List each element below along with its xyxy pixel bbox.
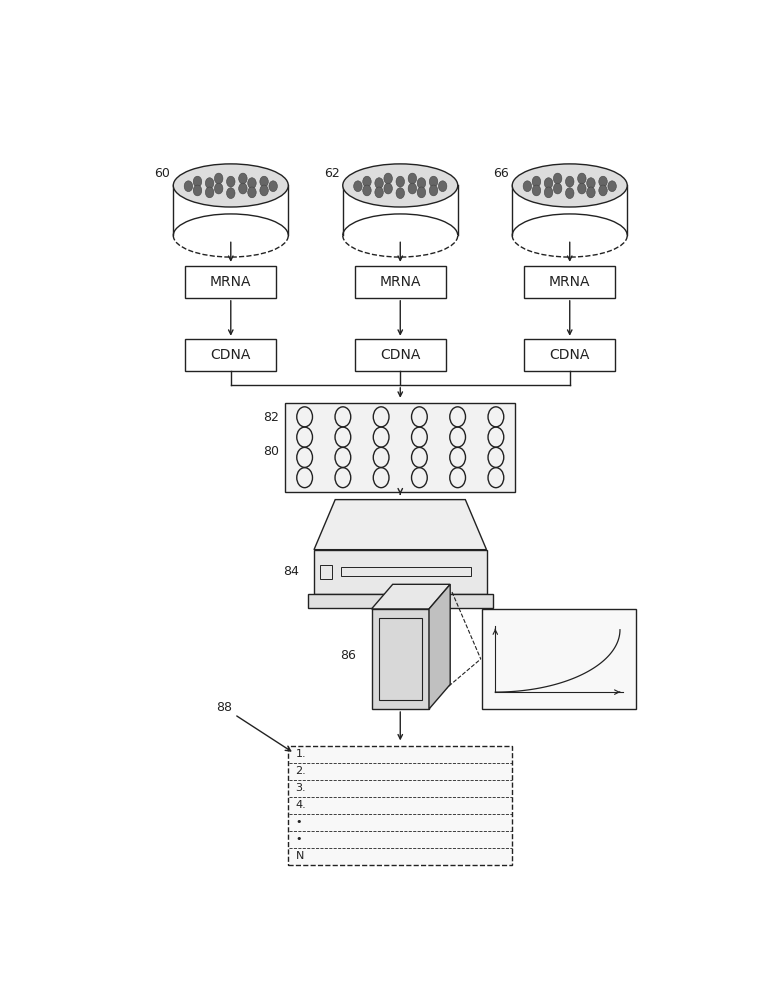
Text: MRNA: MRNA: [380, 275, 421, 289]
Polygon shape: [429, 584, 450, 709]
Ellipse shape: [239, 173, 247, 184]
FancyBboxPatch shape: [285, 403, 515, 492]
Ellipse shape: [599, 185, 608, 196]
Ellipse shape: [375, 178, 383, 189]
Ellipse shape: [532, 185, 540, 196]
Ellipse shape: [408, 173, 416, 184]
Text: •: •: [295, 834, 302, 844]
Text: 3.: 3.: [295, 783, 306, 793]
Ellipse shape: [532, 176, 540, 187]
Ellipse shape: [343, 164, 458, 207]
Text: 84: 84: [283, 565, 299, 578]
Ellipse shape: [362, 185, 371, 196]
Ellipse shape: [362, 176, 371, 187]
Ellipse shape: [375, 187, 383, 198]
Ellipse shape: [173, 164, 288, 207]
Ellipse shape: [578, 173, 586, 184]
Ellipse shape: [587, 178, 595, 189]
Text: 4.: 4.: [295, 800, 306, 810]
Ellipse shape: [248, 187, 256, 198]
Text: 60: 60: [155, 167, 170, 180]
Ellipse shape: [523, 181, 532, 192]
Ellipse shape: [193, 185, 201, 196]
Ellipse shape: [396, 188, 405, 199]
Ellipse shape: [384, 173, 392, 184]
Ellipse shape: [599, 176, 608, 187]
Text: N: N: [295, 851, 304, 861]
Ellipse shape: [565, 176, 574, 187]
Ellipse shape: [226, 188, 235, 199]
Text: MRNA: MRNA: [549, 275, 590, 289]
Text: 2.: 2.: [295, 766, 306, 776]
Ellipse shape: [554, 183, 562, 194]
Ellipse shape: [215, 183, 223, 194]
Ellipse shape: [384, 183, 392, 194]
Text: 66: 66: [494, 167, 509, 180]
Text: CDNA: CDNA: [380, 348, 420, 362]
Ellipse shape: [608, 181, 616, 192]
FancyBboxPatch shape: [482, 609, 637, 709]
Ellipse shape: [396, 176, 405, 187]
Ellipse shape: [408, 183, 416, 194]
Ellipse shape: [205, 178, 214, 189]
Ellipse shape: [438, 181, 447, 192]
Text: CDNA: CDNA: [211, 348, 251, 362]
Polygon shape: [372, 584, 450, 609]
Ellipse shape: [226, 176, 235, 187]
Ellipse shape: [193, 176, 201, 187]
Ellipse shape: [215, 173, 223, 184]
Ellipse shape: [205, 187, 214, 198]
Text: •: •: [295, 817, 302, 827]
Text: 82: 82: [263, 411, 280, 424]
Polygon shape: [314, 500, 487, 550]
Text: 1.: 1.: [295, 749, 306, 759]
FancyBboxPatch shape: [308, 594, 493, 608]
Ellipse shape: [417, 187, 426, 198]
Ellipse shape: [587, 187, 595, 198]
Ellipse shape: [269, 181, 277, 192]
Ellipse shape: [430, 185, 438, 196]
Text: 62: 62: [324, 167, 340, 180]
Ellipse shape: [417, 178, 426, 189]
Ellipse shape: [260, 176, 269, 187]
Ellipse shape: [430, 176, 438, 187]
Ellipse shape: [184, 181, 193, 192]
FancyBboxPatch shape: [314, 550, 487, 594]
Ellipse shape: [248, 178, 256, 189]
Ellipse shape: [578, 183, 586, 194]
Ellipse shape: [554, 173, 562, 184]
FancyBboxPatch shape: [372, 609, 429, 709]
Ellipse shape: [239, 183, 247, 194]
Ellipse shape: [260, 185, 269, 196]
Ellipse shape: [565, 188, 574, 199]
Text: 88: 88: [216, 701, 291, 751]
Ellipse shape: [354, 181, 362, 192]
Ellipse shape: [544, 178, 553, 189]
FancyBboxPatch shape: [288, 746, 512, 865]
Text: CDNA: CDNA: [550, 348, 590, 362]
Ellipse shape: [512, 164, 627, 207]
Text: 86: 86: [341, 649, 356, 662]
Text: 80: 80: [263, 445, 280, 458]
Text: MRNA: MRNA: [210, 275, 251, 289]
Ellipse shape: [544, 187, 553, 198]
